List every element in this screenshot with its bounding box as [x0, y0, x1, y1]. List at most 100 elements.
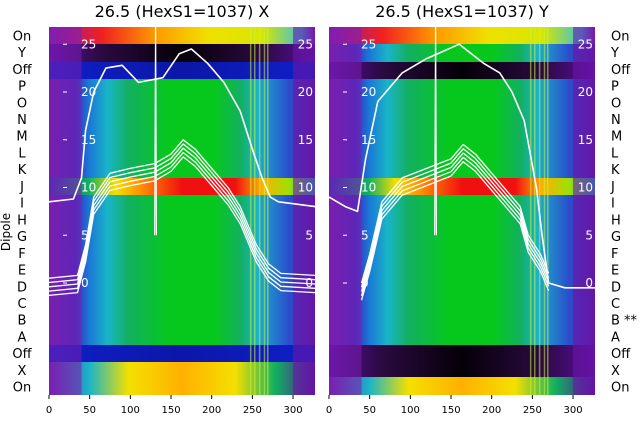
xtick-label: 250 — [243, 405, 262, 416]
panel-x-title: 26.5 (HexS1=1037) X — [95, 2, 270, 21]
xtick-label: 200 — [482, 405, 501, 416]
row-label: E — [611, 264, 619, 279]
row-label: K — [18, 163, 27, 178]
heatmap-band — [329, 62, 595, 79]
overlay-trace — [48, 156, 316, 297]
heatmap-band — [49, 362, 315, 395]
row-label: E — [18, 264, 26, 279]
heatmap-right-edge — [293, 27, 315, 395]
inner-ytick-label-right: 20 — [578, 85, 593, 99]
row-label: D — [611, 280, 621, 295]
inner-ytick-label: 0 — [81, 276, 89, 290]
heatmap-streak — [547, 27, 549, 395]
inner-ytick-label-right: 10 — [578, 181, 593, 195]
heatmap-streak — [249, 27, 252, 395]
panel-y-overlay-lines — [328, 15, 595, 301]
overlay-trace — [48, 48, 316, 208]
panel-y-inner-yaxis: 25 25 20 20 15 15 10 10 5 5 0 0 — [343, 37, 593, 290]
row-label: On — [611, 29, 629, 44]
figure-ylabel: Dipole — [0, 213, 13, 251]
inner-ytick-label-right: 0 — [585, 276, 593, 290]
overlay-trace — [48, 151, 316, 292]
heatmap-right-edge — [573, 27, 595, 395]
xtick-label: 150 — [161, 405, 180, 416]
row-label: On — [13, 381, 31, 396]
xtick-label: 250 — [523, 405, 542, 416]
heatmap-band — [49, 195, 315, 345]
row-label: On — [611, 381, 629, 396]
inner-ytick-label-right: 0 — [305, 276, 313, 290]
panel-x-overlay-lines — [48, 15, 316, 297]
overlay-trace — [434, 15, 437, 236]
row-label: Off — [611, 347, 631, 362]
row-label: F — [18, 247, 25, 262]
row-label: C — [611, 297, 620, 312]
heatmap-band — [329, 377, 595, 395]
inner-ytick-label-right: 20 — [298, 85, 313, 99]
row-label: H — [17, 213, 27, 228]
panel-y-xaxis: 0 50 100 150 200 250 300 — [326, 395, 583, 416]
inner-ytick-label: 0 — [361, 276, 369, 290]
row-label: Off — [12, 63, 32, 78]
overlay-trace — [360, 143, 550, 284]
heatmap-streak — [543, 27, 546, 395]
row-label: P — [611, 80, 619, 95]
xtick-label: 0 — [46, 405, 52, 416]
heatmap-band — [49, 27, 315, 44]
panel-y-heatmap — [329, 27, 595, 395]
row-label: I — [20, 197, 24, 212]
heatmap-streak — [258, 27, 261, 395]
inner-ytick-label: 20 — [361, 85, 376, 99]
row-label: L — [611, 146, 619, 161]
row-label: M — [16, 130, 27, 145]
inner-ytick-label-right: 15 — [578, 133, 593, 147]
row-label: Y — [17, 46, 26, 61]
inner-ytick-label-right: 25 — [298, 37, 313, 51]
inner-ytick-label: 5 — [361, 228, 369, 242]
row-label: O — [17, 96, 27, 111]
row-label: Off — [12, 347, 32, 362]
row-label: O — [611, 96, 621, 111]
row-label: B ** — [611, 314, 638, 329]
inner-ytick-label: 5 — [81, 228, 89, 242]
xtick-label: 300 — [283, 405, 302, 416]
xtick-label: 100 — [401, 405, 420, 416]
heatmap-band — [329, 345, 595, 362]
row-label: C — [17, 297, 26, 312]
overlay-trace — [48, 143, 316, 284]
row-label: A — [18, 330, 27, 345]
heatmap-band — [49, 178, 315, 195]
row-label: On — [13, 29, 31, 44]
row-label: X — [18, 364, 27, 379]
heatmap-band — [49, 62, 315, 79]
heatmap-streak — [253, 27, 256, 395]
xtick-label: 0 — [326, 405, 332, 416]
overlay-trace — [48, 147, 316, 288]
heatmap-band — [49, 345, 315, 362]
panel-x-heatmap — [49, 27, 315, 395]
row-label: N — [17, 113, 27, 128]
panel-x-inner-yaxis: 25 25 20 20 15 15 10 10 5 5 0 0 — [63, 37, 313, 290]
heatmap-left-edge — [49, 27, 82, 395]
row-label: Off — [611, 63, 631, 78]
heatmap-band — [329, 79, 595, 178]
row-label: J — [610, 180, 615, 195]
overlay-trace — [360, 152, 550, 292]
inner-ytick-label: 15 — [361, 133, 376, 147]
row-label: P — [18, 80, 26, 95]
row-label: X — [611, 364, 620, 379]
row-label: H — [611, 213, 621, 228]
heatmap-streak — [533, 27, 536, 395]
row-label: J — [19, 180, 24, 195]
heatmap-streak — [267, 27, 269, 395]
panel-x-xaxis: 0 50 100 150 200 250 300 — [46, 395, 303, 416]
heatmap-streak — [263, 27, 266, 395]
overlay-trace — [360, 156, 550, 297]
row-label: Y — [610, 46, 619, 61]
inner-ytick-label: 25 — [81, 37, 96, 51]
heatmap-band — [329, 44, 595, 62]
inner-ytick-label: 20 — [81, 85, 96, 99]
row-label: N — [611, 113, 621, 128]
